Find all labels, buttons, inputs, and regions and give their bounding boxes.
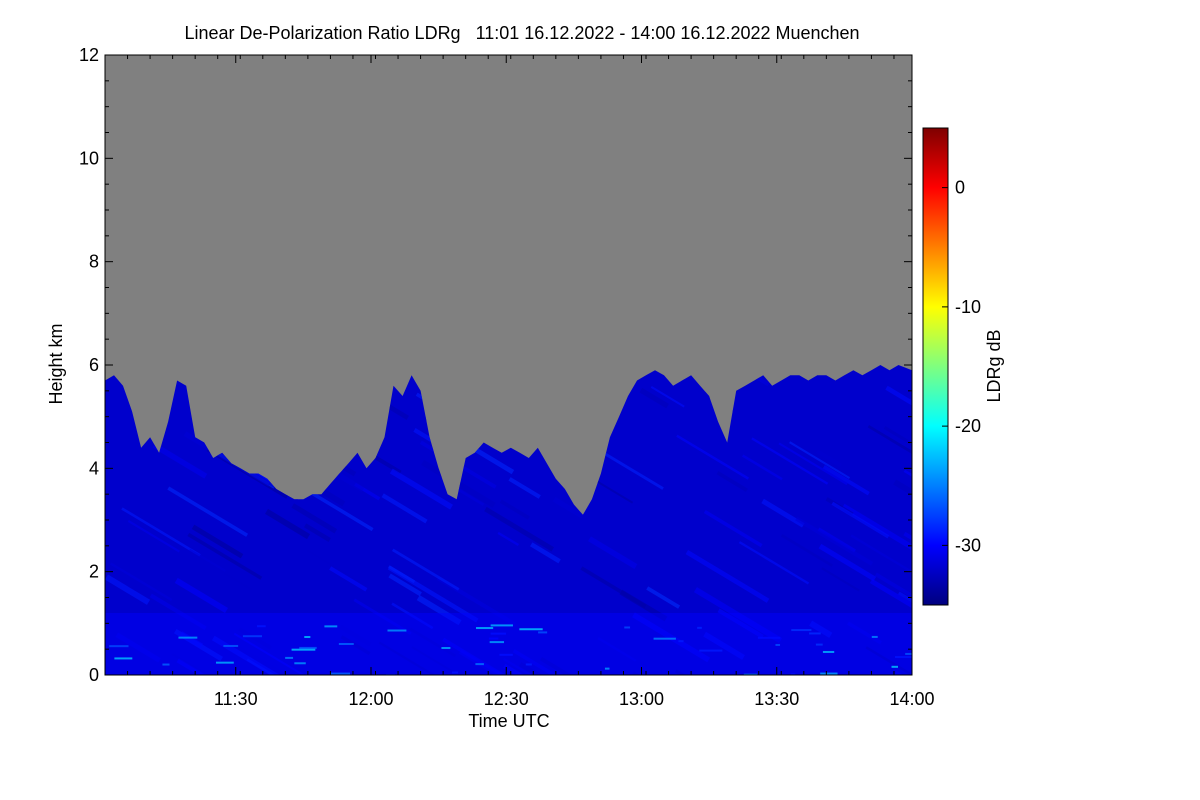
colorbar-tick-label: -20: [955, 416, 981, 436]
x-axis: 11:30 12:00 12:30 13:00 13:30 14:00: [104, 55, 935, 709]
y-tick-label: 12: [79, 45, 99, 65]
y-tick-label: 8: [89, 252, 99, 272]
x-tick-label: 13:30: [754, 689, 799, 709]
colorbar-tick-label: 0: [955, 178, 965, 198]
colorbar: 0 -10 -20 -30: [922, 127, 981, 606]
x-tick-label: 12:00: [348, 689, 393, 709]
y-axis: 0 2 4 6 8 10 12: [79, 45, 912, 685]
colorbar-tick-label: -10: [955, 297, 981, 317]
x-tick-label: 12:30: [484, 689, 529, 709]
chart-title: Linear De-Polarization Ratio LDRg 11:01 …: [184, 23, 859, 43]
y-tick-label: 10: [79, 148, 99, 168]
x-tick-label: 11:30: [214, 689, 258, 709]
x-tick-label: 14:00: [889, 689, 934, 709]
y-tick-label: 0: [89, 665, 99, 685]
y-tick-label: 2: [89, 562, 99, 582]
colorbar-label: LDRg dB: [984, 329, 1004, 402]
y-tick-label: 4: [89, 458, 99, 478]
x-tick-label: 13:00: [619, 689, 664, 709]
y-axis-label: Height km: [46, 323, 66, 404]
x-axis-label: Time UTC: [468, 711, 549, 731]
y-tick-label: 6: [89, 355, 99, 375]
colorbar-tick-label: -30: [955, 535, 981, 555]
plot-area: [104, 54, 913, 676]
colorbar-scale: [922, 127, 949, 606]
